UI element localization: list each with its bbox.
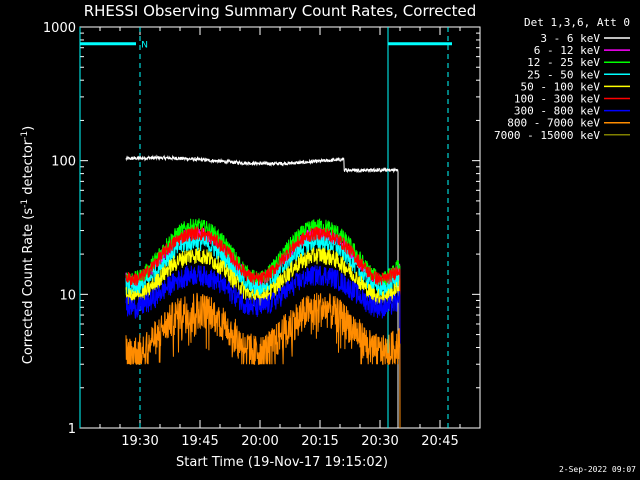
x-tick-label: 20:30	[361, 434, 398, 449]
y-tick-label: 10	[59, 288, 76, 303]
y-axis-label-sup1: -1	[20, 199, 30, 208]
y-axis-label: Corrected Count Rate (s-1 detector-1)	[20, 126, 36, 364]
x-tick-label: 19:45	[181, 434, 218, 449]
x-tick-label: 20:15	[301, 434, 338, 449]
y-tick-label: 100	[51, 155, 76, 170]
series-line-6	[125, 265, 401, 429]
legend-label: 6 - 12 keV	[534, 44, 601, 57]
timestamp: 2-Sep-2022 09:07	[559, 465, 636, 474]
series-line-7	[125, 292, 401, 429]
legend-label: 7000 - 15000 keV	[494, 129, 600, 142]
legend-label: 100 - 300 keV	[514, 93, 600, 106]
legend-label: 50 - 100 keV	[521, 80, 601, 93]
legend-title: Det 1,3,6, Att 0	[524, 16, 630, 29]
y-tick-label: 1	[68, 422, 76, 437]
y-axis-label-main: Corrected Count Rate (s	[21, 208, 36, 365]
night-marker: N	[141, 41, 148, 51]
y-tick-label: 1000	[43, 21, 76, 36]
tick-labels: 1 10 100 1000 19:30 19:45 20:00 20:15 20:30 20:45	[43, 21, 459, 449]
legend-label: 25 - 50 keV	[527, 68, 600, 81]
legend-label: 300 - 800 keV	[514, 105, 600, 118]
y-axis-label-sup2: -1	[20, 131, 30, 140]
chart-title: RHESSI Observing Summary Count Rates, Co…	[84, 2, 477, 20]
x-tick-label: 20:45	[421, 434, 458, 449]
x-axis-label: Start Time (19-Nov-17 19:15:02)	[176, 455, 388, 470]
x-tick-label: 20:00	[241, 434, 278, 449]
y-axis-label-mid: detector	[21, 139, 36, 199]
legend-label: 800 - 7000 keV	[507, 117, 600, 130]
series-line-0	[125, 154, 399, 428]
x-tick-label: 19:30	[121, 434, 158, 449]
series-line-5	[125, 225, 401, 429]
series-layer	[125, 154, 401, 429]
plot-axes: N	[79, 26, 481, 429]
legend-label: 12 - 25 keV	[527, 56, 600, 69]
y-axis-label-end: )	[21, 126, 36, 131]
legend-label: 3 - 6 keV	[540, 32, 600, 45]
